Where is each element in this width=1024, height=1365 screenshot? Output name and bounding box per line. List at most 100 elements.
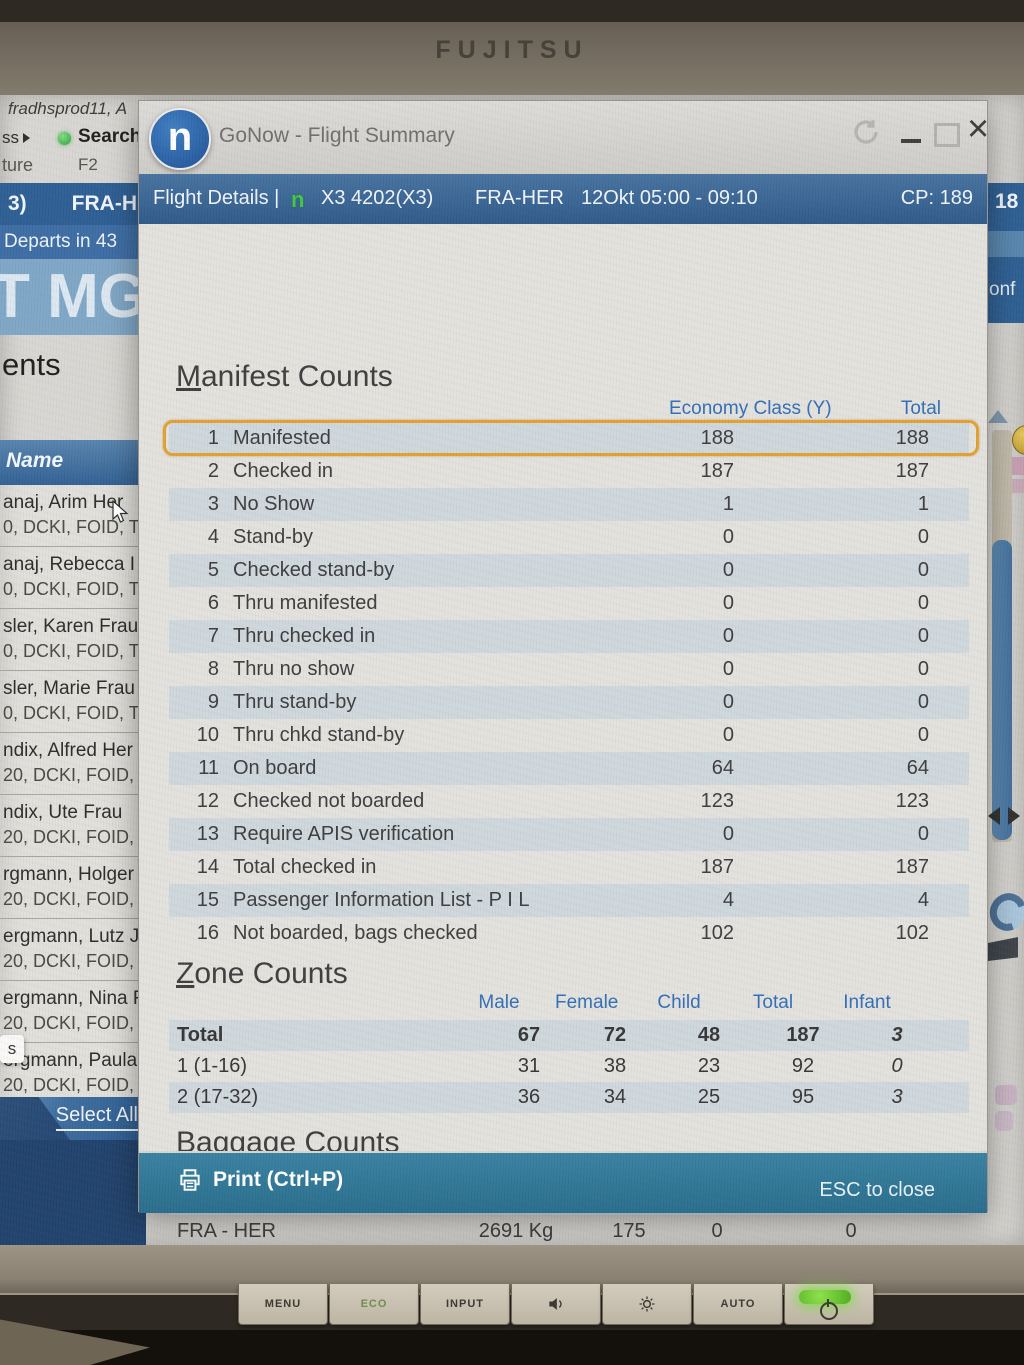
select-all-bar: Select All — [0, 1097, 146, 1140]
search-shortcut-label: F2 — [78, 155, 98, 174]
close-button[interactable]: × — [967, 108, 990, 150]
background-artifact — [1010, 457, 1024, 475]
flight-strip-route: FRA-H — [71, 192, 137, 215]
departure-countdown: Departs in 43 — [0, 225, 142, 259]
manifest-row[interactable]: 11 On board 64 64 — [169, 752, 969, 785]
manifest-row[interactable]: 16 Not boarded, bags checked 102 102 — [169, 917, 969, 950]
flight-strip-prefix: 3) — [8, 192, 27, 215]
passenger-row[interactable]: ergmann, Lutz Ju 20, DCKI, FOID, M — [0, 919, 154, 981]
total-value: 188 — [895, 427, 929, 449]
manifest-row[interactable]: 2 Checked in 187 187 — [169, 455, 969, 488]
manifest-row[interactable]: 10 Thru chkd stand-by 0 0 — [169, 719, 969, 752]
male-column-header: Male — [478, 992, 520, 1013]
child-value: 25 — [697, 1086, 721, 1108]
passenger-list: anaj, Arim Her 0, DCKI, FOID, T anaj, Re… — [0, 485, 158, 1105]
departure-countdown-text: Departs in 43 — [4, 231, 118, 252]
economy-value: 0 — [722, 559, 734, 581]
total-column-header: Total — [752, 992, 794, 1013]
passenger-row[interactable]: anaj, Arim Her 0, DCKI, FOID, T — [0, 485, 144, 547]
select-all-button[interactable]: Select All — [55, 1104, 138, 1131]
passenger-row[interactable]: sler, Marie Frau 0, DCKI, FOID, T — [0, 671, 144, 733]
infant-value: 3 — [891, 1024, 903, 1046]
maximize-button[interactable] — [934, 123, 960, 147]
background-artifact — [995, 1085, 1017, 1105]
manifest-row[interactable]: 14 Total checked in 187 187 — [169, 851, 969, 884]
infant-value: 3 — [891, 1086, 903, 1108]
passenger-row[interactable]: ndix, Alfred Her 20, DCKI, FOID, T — [0, 733, 150, 795]
economy-value: 0 — [722, 658, 734, 680]
print-button[interactable]: Print (Ctrl+P) — [177, 1167, 343, 1193]
watermark-text: T MG — [0, 262, 142, 331]
background-artifact — [995, 1111, 1013, 1131]
economy-value: 102 — [700, 922, 734, 944]
watermark-block: T MG — [0, 259, 142, 335]
monitor-brightness-button — [602, 1284, 692, 1325]
manifest-row[interactable]: 5 Checked stand-by 0 0 — [169, 554, 969, 587]
background-app: fradhsprod11, A ss Search ture F2 3) FRA… — [0, 95, 1024, 1245]
arrow-left-icon[interactable] — [988, 807, 1000, 825]
manifest-row[interactable]: 8 Thru no show 0 0 — [169, 653, 969, 686]
search-button[interactable]: Search — [78, 126, 142, 147]
passenger-name: ergmann, Paula M — [3, 1050, 159, 1071]
row-label: Require APIS verification — [233, 823, 455, 845]
male-value: 36 — [517, 1086, 541, 1108]
row-number: 13 — [196, 823, 219, 845]
manifest-row-selected[interactable]: 1 Manifested 188 188 — [163, 420, 979, 456]
baggage-row: FRA - HER 2691 Kg 175 0 0 — [169, 1216, 969, 1245]
female-value: 38 — [603, 1055, 627, 1077]
row-label: Thru chkd stand-by — [233, 724, 405, 746]
row-number: 14 — [196, 856, 219, 878]
total-value: 92 — [791, 1055, 815, 1077]
manifest-row[interactable]: 12 Checked not boarded 123 123 — [169, 785, 969, 818]
passenger-row[interactable]: ergmann, Paula M 20, DCKI, FOID, M — [0, 1043, 158, 1105]
passenger-codes: 20, DCKI, FOID, M — [3, 889, 155, 909]
manifest-counts-title: Manifest Counts — [176, 360, 393, 393]
female-value: 34 — [603, 1086, 627, 1108]
row-number: 15 — [196, 889, 219, 911]
checked-value: 175 — [612, 1220, 646, 1242]
row-label: Thru no show — [233, 658, 355, 680]
dialog-titlebar[interactable]: n GoNow - Flight Summary × — [139, 101, 990, 174]
manifest-row[interactable]: 6 Thru manifested 0 0 — [169, 587, 969, 620]
passenger-codes: 20, DCKI, FOID, T — [3, 765, 150, 785]
manifest-row[interactable]: 7 Thru checked in 0 0 — [169, 620, 969, 653]
passenger-list-header[interactable]: Name — [0, 440, 144, 485]
total-value: 0 — [917, 526, 929, 548]
manifest-row[interactable]: 3 No Show 1 1 — [169, 488, 969, 521]
flight-route: FRA-HER — [475, 187, 564, 209]
monitor-button-row: MENU ECO INPUT AUTO — [238, 1284, 875, 1328]
refresh-button[interactable] — [851, 117, 881, 147]
passenger-row[interactable]: ndix, Ute Frau 20, DCKI, FOID, T — [0, 795, 150, 857]
zone-label: Total — [177, 1024, 224, 1046]
passenger-row[interactable]: sler, Karen Frau 0, DCKI, FOID, T — [0, 609, 144, 671]
child-value: 48 — [697, 1024, 721, 1046]
mouse-cursor — [112, 499, 130, 529]
gold-badge-icon — [1012, 425, 1024, 455]
arrow-right-icon[interactable] — [1008, 807, 1020, 825]
row-label: Manifested — [233, 427, 331, 449]
zone-label: 1 (1-16) — [177, 1055, 248, 1077]
total-value: 187 — [895, 460, 929, 482]
minimize-button[interactable] — [901, 139, 921, 143]
added-value: 0 — [711, 1220, 723, 1242]
scrollbar-thumb[interactable] — [992, 540, 1012, 840]
monitor-power-button — [784, 1284, 874, 1325]
passenger-codes: 0, DCKI, FOID, T — [3, 641, 140, 661]
female-value: 72 — [603, 1024, 627, 1046]
passenger-row[interactable]: ergmann, Nina Fr 20, DCKI, FOID, M — [0, 981, 154, 1043]
gonow-green-icon: n — [291, 187, 305, 212]
speaker-icon — [549, 1298, 562, 1310]
passenger-name: sler, Marie Frau — [3, 678, 135, 699]
row-number: 7 — [207, 625, 219, 647]
manifest-row[interactable]: 9 Thru stand-by 0 0 — [169, 686, 969, 719]
right-partial-text: onf — [989, 279, 1016, 300]
manifest-row[interactable]: 13 Require APIS verification 0 0 — [169, 818, 969, 851]
passenger-name: ergmann, Nina Fr — [3, 988, 151, 1009]
scrollbar-track[interactable] — [992, 430, 1012, 842]
manifest-row[interactable]: 15 Passenger Information List - P I L 4 … — [169, 884, 969, 917]
passenger-row[interactable]: rgmann, Holger 20, DCKI, FOID, M — [0, 857, 154, 919]
passenger-row[interactable]: anaj, Rebecca I 0, DCKI, FOID, T — [0, 547, 144, 609]
economy-value: 0 — [722, 526, 734, 548]
total-value: 1 — [917, 493, 929, 515]
manifest-row[interactable]: 4 Stand-by 0 0 — [169, 521, 969, 554]
